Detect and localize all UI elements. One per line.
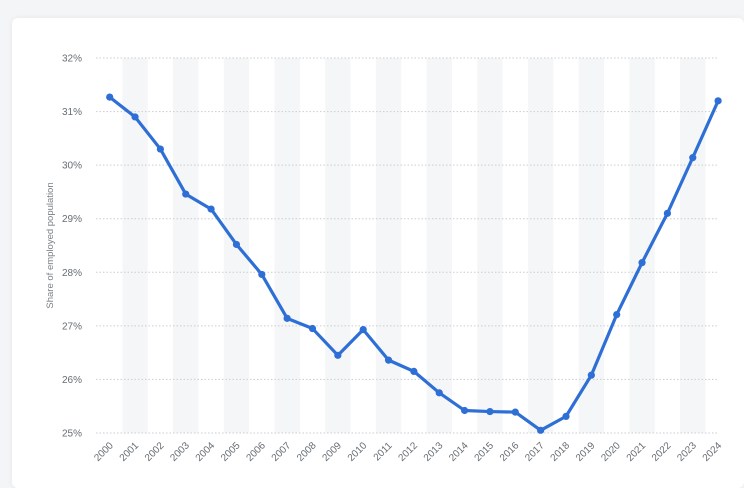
x-tick-label: 2014 bbox=[447, 440, 471, 464]
x-axis-ticks: 2000 2001 2002 2003 2004 2005 2006 2007 2008 2009… bbox=[92, 440, 724, 464]
x-tick-label: 2002 bbox=[143, 440, 167, 464]
y-tick-label: 30% bbox=[62, 161, 82, 172]
y-axis-label: Share of employed population bbox=[45, 182, 56, 308]
data-point bbox=[587, 371, 595, 379]
x-tick-label: 2007 bbox=[270, 440, 294, 464]
x-tick-label: 2012 bbox=[397, 440, 421, 464]
y-tick-label: 31% bbox=[62, 107, 82, 118]
x-tick-label: 2022 bbox=[650, 440, 674, 464]
x-tick-label: 2019 bbox=[574, 440, 598, 464]
data-point bbox=[537, 426, 545, 434]
data-point bbox=[207, 205, 215, 213]
data-point bbox=[308, 324, 317, 333]
data-point bbox=[232, 240, 241, 249]
data-point bbox=[689, 154, 697, 162]
x-tick-label: 2004 bbox=[194, 440, 218, 464]
x-tick-label: 2023 bbox=[675, 440, 699, 464]
data-point bbox=[638, 259, 646, 267]
data-point bbox=[334, 351, 342, 359]
y-tick-label: 32% bbox=[62, 54, 82, 65]
data-point bbox=[283, 314, 291, 322]
data-point bbox=[613, 311, 621, 319]
x-tick-label: 2018 bbox=[549, 440, 573, 464]
data-points bbox=[106, 93, 722, 434]
x-tick-label: 2010 bbox=[346, 440, 370, 464]
data-point bbox=[714, 97, 722, 105]
data-point bbox=[410, 367, 418, 375]
x-tick-label: 2008 bbox=[295, 440, 319, 464]
x-tick-label: 2016 bbox=[498, 440, 522, 464]
column-band bbox=[274, 58, 300, 433]
column-band bbox=[426, 58, 452, 433]
y-tick-label: 26% bbox=[62, 375, 82, 386]
data-point bbox=[359, 326, 367, 334]
column-band bbox=[578, 58, 605, 433]
x-tick-label: 2009 bbox=[320, 440, 344, 464]
data-point bbox=[131, 113, 139, 121]
data-point bbox=[461, 406, 469, 415]
data-point bbox=[106, 93, 114, 101]
gridlines bbox=[96, 57, 718, 434]
x-tick-label: 2003 bbox=[168, 440, 192, 464]
y-tick-label: 27% bbox=[62, 321, 82, 332]
series-line bbox=[108, 95, 720, 432]
data-point bbox=[511, 408, 519, 416]
x-tick-label: 2013 bbox=[422, 440, 446, 464]
x-tick-label: 2017 bbox=[523, 440, 547, 464]
x-tick-label: 2024 bbox=[701, 440, 725, 464]
x-tick-label: 2006 bbox=[244, 440, 268, 464]
column-band bbox=[173, 58, 199, 433]
y-tick-label: 28% bbox=[62, 268, 82, 279]
column-band bbox=[375, 58, 402, 433]
x-tick-label: 2011 bbox=[372, 440, 395, 463]
x-tick-label: 2020 bbox=[599, 440, 623, 464]
data-point bbox=[435, 389, 443, 397]
y-tick-label: 25% bbox=[62, 429, 82, 440]
x-tick-label: 2015 bbox=[473, 440, 497, 464]
x-tick-label: 2021 bbox=[625, 440, 649, 464]
column-band bbox=[325, 58, 351, 433]
y-axis-ticks: 25% 26% 27% 28% 29% 30% 31% 32% bbox=[62, 54, 82, 440]
data-point bbox=[156, 145, 164, 153]
column-band bbox=[680, 58, 706, 433]
column-band bbox=[527, 58, 554, 433]
data-point bbox=[384, 356, 393, 364]
data-point bbox=[182, 190, 190, 198]
data-point bbox=[562, 412, 570, 420]
data-point bbox=[663, 209, 672, 217]
column-bands bbox=[122, 58, 706, 433]
y-tick-label: 29% bbox=[62, 214, 82, 225]
data-point bbox=[486, 407, 494, 416]
x-tick-label: 2005 bbox=[219, 440, 243, 464]
x-tick-label: 2000 bbox=[92, 440, 116, 464]
data-point bbox=[258, 270, 266, 279]
column-band bbox=[477, 58, 503, 433]
x-tick-label: 2001 bbox=[118, 440, 142, 464]
